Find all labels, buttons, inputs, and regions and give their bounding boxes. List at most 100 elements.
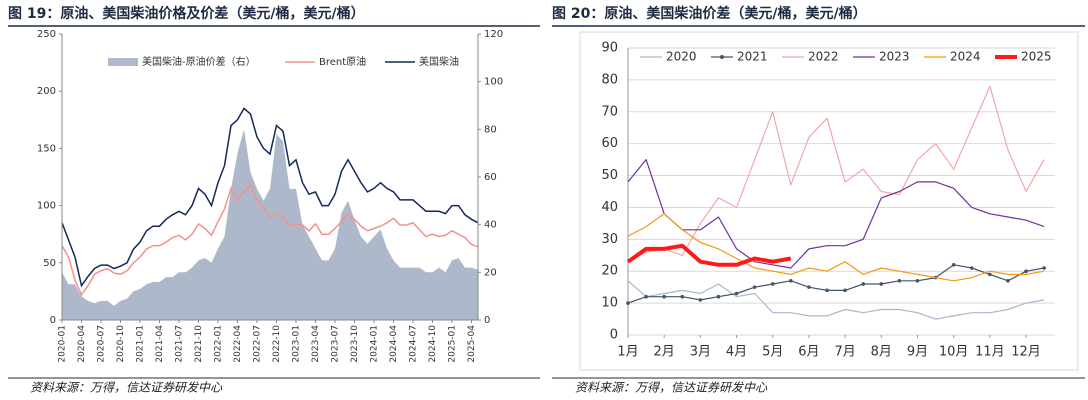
line	[627, 85, 1045, 263]
x-tick-label: 2021-04	[155, 325, 165, 363]
area	[62, 129, 478, 320]
x-tick-label: 1月	[617, 345, 638, 360]
x-tick-label: 2025-01	[448, 325, 458, 363]
marker	[680, 294, 685, 299]
line	[627, 264, 1045, 304]
source-note: 资料来源：万得，信达证券研发中心	[575, 381, 768, 395]
y2-tick-label: 0	[484, 315, 490, 326]
y-tick-label: 60	[601, 136, 618, 151]
legend-label: 2022	[808, 50, 839, 64]
x-tick-label: 2023-07	[331, 325, 341, 363]
marker	[644, 294, 648, 299]
x-tick-label: 12月	[1011, 345, 1041, 360]
marker	[716, 294, 721, 299]
y-tick-label: 30	[601, 232, 618, 247]
legend-label: 2021	[737, 50, 768, 64]
y-tick-label: 0	[50, 315, 56, 326]
x-tick-label: 2023-01	[292, 325, 302, 363]
axis	[61, 34, 479, 321]
y-tick-label: 90	[601, 41, 618, 56]
line	[627, 159, 1045, 269]
x-tick-label: 2022-07	[253, 325, 263, 363]
y-tick-label: 200	[37, 86, 56, 97]
legend-marker	[720, 55, 724, 59]
chart-title: 图 20：原油、美国柴油价差（美元/桶，美元/桶）	[552, 5, 867, 22]
x-tick-label: 2024-10	[428, 325, 438, 363]
source-note: 资料来源：万得，信达证券研发中心	[30, 381, 223, 395]
legend-label: Brent原油	[319, 55, 366, 68]
y-tick-label: 20	[601, 264, 618, 279]
x-tick-label: 2023-04	[311, 325, 321, 363]
marker	[734, 291, 739, 296]
chart-title: 图 19：原油、美国柴油价格及价差（美元/桶，美元/桶）	[8, 5, 365, 22]
x-tick-label: 2021-10	[194, 325, 204, 363]
x-tick-label: 9月	[907, 345, 928, 360]
y-tick-label: 50	[601, 168, 618, 183]
line	[626, 243, 792, 267]
x-tick-label: 10月	[939, 345, 969, 360]
x-tick-label: 2024-01	[370, 325, 380, 363]
x-tick-label: 3月	[690, 345, 711, 360]
x-tick-label: 2021-07	[175, 325, 185, 363]
y2-tick-label: 80	[484, 124, 497, 135]
x-tick-label: 2022-10	[272, 325, 282, 363]
x-tick-label: 2024-04	[389, 325, 399, 363]
marker	[698, 298, 703, 302]
x-tick-label: 2020-10	[116, 325, 126, 363]
y-tick-label: 40	[601, 200, 618, 215]
legend-label: 2025	[1021, 50, 1052, 64]
marker	[988, 272, 992, 277]
y-tick-label: 100	[37, 201, 56, 212]
marker	[897, 278, 902, 283]
marker	[789, 278, 793, 283]
y-tick-label: 0	[610, 328, 618, 343]
x-tick-label: 7月	[834, 345, 855, 360]
legend-label: 2020	[666, 50, 697, 64]
y-tick-label: 70	[601, 104, 618, 119]
chart-frame	[579, 31, 1079, 371]
marker	[969, 266, 974, 270]
line	[61, 183, 479, 297]
line	[627, 280, 1045, 320]
y2-tick-label: 20	[484, 267, 497, 278]
x-tick-label: 2020-04	[77, 325, 87, 363]
y2-tick-label: 100	[484, 77, 503, 88]
x-tick-label: 2022-01	[214, 325, 224, 363]
y-tick-label: 50	[43, 258, 56, 269]
marker	[1006, 278, 1010, 283]
marker	[807, 285, 811, 289]
marker	[843, 288, 847, 293]
x-tick-label: 2023-10	[350, 325, 360, 363]
marker	[1024, 269, 1028, 274]
y2-tick-label: 40	[484, 220, 497, 231]
line	[61, 107, 479, 288]
legend-label: 2023	[879, 50, 910, 64]
marker	[1042, 266, 1046, 270]
x-tick-label: 2月	[654, 345, 675, 360]
x-tick-label: 4月	[726, 345, 747, 360]
x-tick-label: 11月	[975, 345, 1005, 360]
legend-label: 美国柴油	[419, 55, 459, 68]
y-tick-label: 250	[37, 29, 56, 40]
x-tick-label: 2021-01	[136, 325, 146, 363]
marker	[861, 282, 866, 286]
legend-swatch	[108, 58, 138, 66]
legend-label: 2024	[950, 50, 981, 64]
marker	[825, 288, 829, 293]
x-tick-label: 8月	[871, 345, 892, 360]
line	[627, 213, 1045, 282]
y-tick-label: 10	[601, 296, 618, 311]
x-tick-label: 2020-07	[97, 325, 107, 363]
y-tick-label: 80	[601, 72, 618, 87]
marker	[626, 301, 630, 305]
y2-tick-label: 120	[484, 29, 503, 40]
x-tick-label: 6月	[798, 345, 819, 360]
x-tick-label: 2020-01	[58, 325, 68, 363]
x-tick-label: 5月	[762, 345, 783, 360]
y2-tick-label: 60	[484, 172, 497, 183]
marker	[951, 263, 956, 267]
marker	[770, 282, 775, 286]
x-tick-label: 2024-07	[409, 325, 419, 363]
marker	[915, 278, 920, 283]
